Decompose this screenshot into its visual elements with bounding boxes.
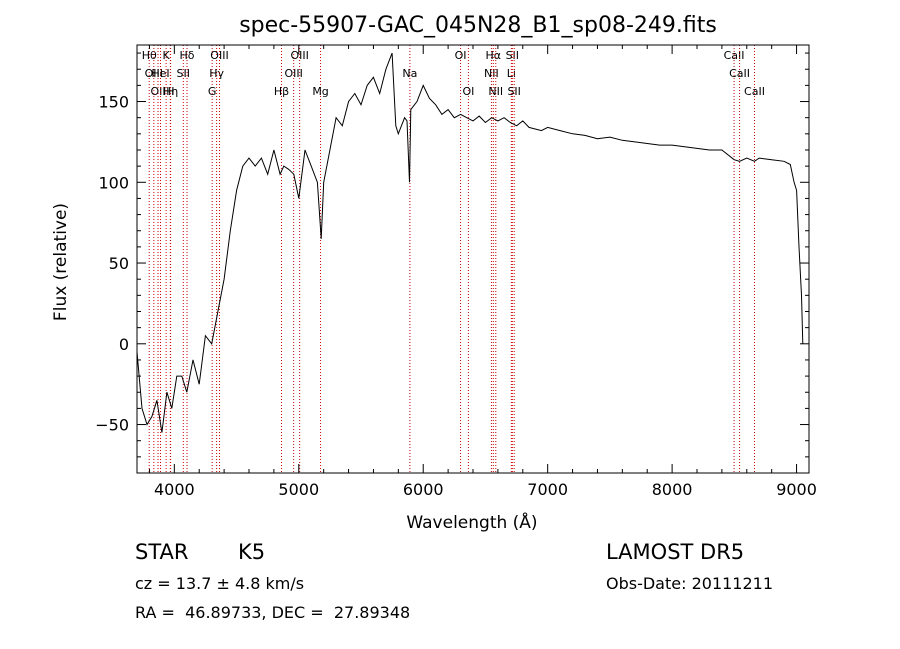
redshift-velocity: cz = 13.7 ± 4.8 km/s: [135, 574, 305, 593]
line-marker-label: NII: [484, 67, 499, 80]
y-tick-label: 150: [98, 93, 129, 112]
x-tick-label: 4000: [154, 480, 195, 499]
line-marker-label: K: [163, 49, 171, 62]
y-tick-label: 50: [109, 254, 129, 273]
line-marker-label: Li: [507, 67, 516, 80]
line-marker-layer: HθOIIIOIIHeIKHηHSIIHδGHγOIIIHβOIIIOIIIMg…: [142, 45, 765, 473]
line-marker-label: HeI: [151, 67, 169, 80]
line-marker-label: Hη: [163, 85, 178, 98]
x-tick-label: 8000: [652, 480, 693, 499]
line-marker-label: Hδ: [180, 49, 195, 62]
line-marker-label: OIII: [210, 49, 228, 62]
line-marker-label: SII: [506, 49, 519, 62]
observation-date: Obs-Date: 20111211: [606, 574, 774, 593]
x-tick-label: 7000: [527, 480, 568, 499]
line-marker-label: SII: [177, 67, 190, 80]
object-class: STAR: [135, 540, 189, 564]
line-marker-label: NII: [488, 85, 503, 98]
y-tick-label: −50: [95, 416, 129, 435]
plot-frame: [136, 44, 810, 474]
line-marker-label: OIII: [290, 49, 308, 62]
line-marker-label: CaII: [729, 67, 750, 80]
line-marker-label: OII: [150, 85, 165, 98]
line-marker-label: Hβ: [274, 85, 289, 98]
line-marker-label: SII: [507, 85, 520, 98]
line-marker-label: Mg: [312, 85, 328, 98]
x-axis-label: Wavelength (Å): [406, 511, 537, 533]
sky-coordinates: RA = 46.89733, DEC = 27.89348: [135, 603, 411, 622]
y-axis-label: Flux (relative): [51, 203, 71, 321]
line-marker-label: OI: [462, 85, 474, 98]
line-marker-label: H: [166, 85, 174, 98]
line-marker-label: G: [208, 85, 217, 98]
line-marker-label: OIII: [145, 67, 163, 80]
axis-layer: 4000 5000 6000 7000 8000 9000 −50 0 50 100 150: [95, 45, 817, 499]
x-tick-label: 9000: [776, 480, 817, 499]
line-marker-label: Hθ: [142, 49, 157, 62]
line-marker-label: Na: [402, 67, 417, 80]
survey-name: LAMOST DR5: [606, 540, 745, 564]
x-tick-label: 6000: [403, 480, 444, 499]
line-marker-label: OIII: [284, 67, 302, 80]
line-marker-label: OI: [455, 49, 467, 62]
x-tick-label: 5000: [278, 480, 319, 499]
line-marker-label: Hγ: [209, 67, 224, 80]
y-tick-label: 0: [119, 335, 129, 354]
y-tick-label: 100: [98, 173, 129, 192]
line-marker-label: Hα: [486, 49, 502, 62]
line-marker-label: CaII: [744, 85, 765, 98]
line-marker-label: CaII: [724, 49, 745, 62]
object-subclass: K5: [238, 540, 266, 564]
chart-title: spec-55907-GAC_045N28_B1_sp08-249.fits: [239, 13, 717, 38]
spectrum-line: [136, 52, 804, 433]
